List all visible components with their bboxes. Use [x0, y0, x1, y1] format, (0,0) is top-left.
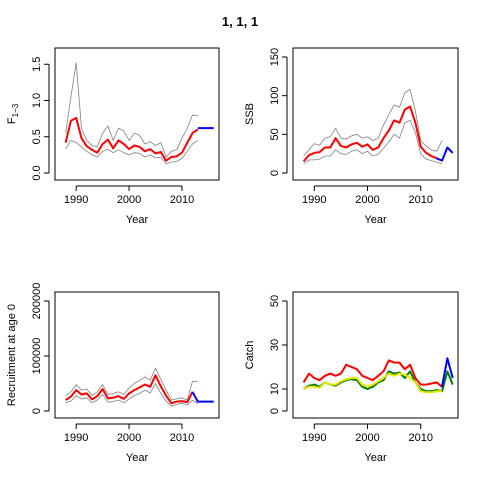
- y-tick-label: 30: [269, 339, 281, 351]
- x-tick-label: 2010: [408, 432, 432, 444]
- x-tick-label: 2000: [117, 194, 141, 206]
- y-tick-label: 1.0: [31, 93, 43, 108]
- series-upper: [65, 367, 198, 401]
- series-estimate: [302, 105, 438, 163]
- y-tick-label: 50: [269, 128, 281, 140]
- x-tick-label: 2000: [355, 432, 379, 444]
- y-axis-title: Catch: [244, 341, 256, 370]
- y-tick-label: 100: [269, 86, 281, 104]
- panel-1: 1990 2000 2010 Year 0.0 0.5 1.0 1.5 F1−3: [6, 47, 220, 226]
- y-tick-label: 10: [269, 383, 281, 395]
- y-tick-label: 50: [269, 295, 281, 307]
- y-tick-label: 0: [269, 408, 281, 414]
- y-tick-label: 0.5: [31, 129, 43, 144]
- x-axis-title: Year: [126, 214, 149, 226]
- series-estimate: [64, 116, 199, 162]
- x-axis-title: Year: [364, 214, 387, 226]
- plot-frame: [292, 291, 459, 419]
- y-tick-label: 100000: [31, 338, 43, 375]
- x-tick-label: 1990: [302, 432, 326, 444]
- x-tick-label: 2010: [170, 432, 194, 444]
- x-tick-label: 1990: [64, 194, 88, 206]
- x-axis-title: Year: [126, 452, 149, 464]
- series-projection: [436, 146, 454, 162]
- series-projection: [191, 391, 214, 403]
- y-tick-label: 1.5: [31, 57, 43, 72]
- series-estimate: [65, 374, 194, 405]
- y-tick-label: 0.0: [31, 165, 43, 180]
- x-tick-label: 1990: [302, 194, 326, 206]
- y-tick-label: 0: [31, 408, 43, 414]
- series-upper: [303, 89, 443, 157]
- x-tick-label: 2000: [355, 194, 379, 206]
- y-tick-label: 150: [269, 48, 281, 66]
- x-tick-label: 2010: [170, 194, 194, 206]
- series-lower: [65, 383, 199, 407]
- panel-4: 1990 2000 2010 Year 0 10 30 50 Catch: [244, 291, 459, 464]
- plot-frame: [292, 47, 459, 181]
- y-axis-title: SSB: [244, 103, 256, 125]
- panel-3: 1990 2000 2010 Year 0 100000 200000 Recruitment…: [6, 283, 220, 464]
- y-tick-label: 0: [269, 170, 281, 176]
- x-tick-label: 2010: [408, 194, 432, 206]
- y-tick-label: 200000: [31, 283, 43, 320]
- plot-frame: [54, 47, 220, 181]
- series-estimate: [302, 359, 443, 388]
- figure-title: 1, 1, 1: [222, 14, 258, 29]
- plot-frame: [54, 291, 220, 419]
- y-axis-title-subscript: 1−3: [11, 103, 20, 117]
- series-yellow: [303, 372, 442, 394]
- x-tick-label: 1990: [64, 432, 88, 444]
- y-axis-title: Recruitment at age 0: [6, 304, 18, 406]
- series-upper: [65, 62, 198, 158]
- y-axis-title: F1−3: [6, 103, 20, 124]
- x-axis-title: Year: [364, 452, 387, 464]
- panel-2: 1990 2000 2010 Year 0 50 100 150 SSB: [244, 47, 459, 226]
- series-lower: [303, 120, 443, 165]
- series-projection: [441, 357, 454, 387]
- x-tick-label: 2000: [117, 432, 141, 444]
- series-lower: [65, 139, 199, 165]
